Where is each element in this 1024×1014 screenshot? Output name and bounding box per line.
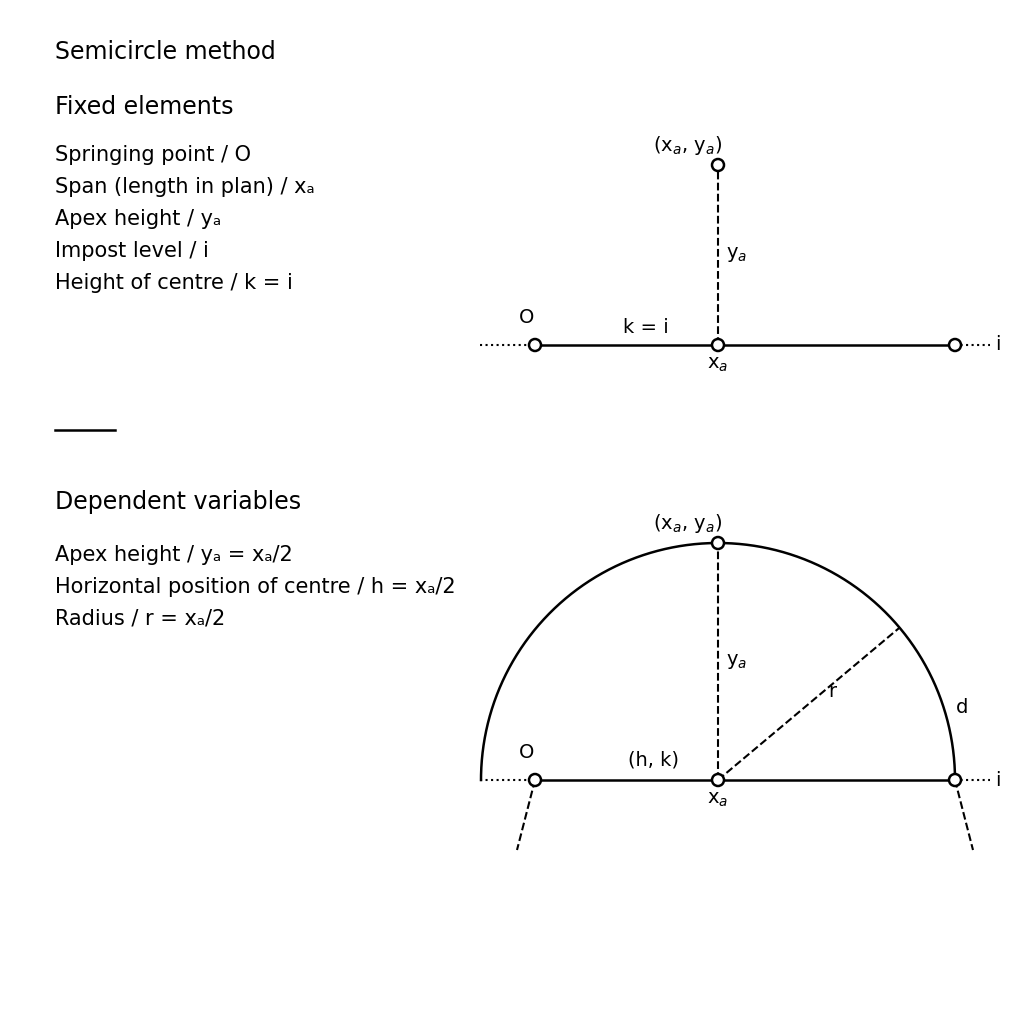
- Text: i: i: [995, 336, 1000, 355]
- Text: y$_a$: y$_a$: [726, 245, 748, 265]
- Circle shape: [529, 339, 541, 351]
- Circle shape: [949, 339, 961, 351]
- Text: (x$_a$, y$_a$): (x$_a$, y$_a$): [653, 134, 722, 157]
- Text: k = i: k = i: [623, 318, 669, 337]
- Text: d: d: [956, 698, 969, 717]
- Text: Radius / r = xₐ/2: Radius / r = xₐ/2: [55, 609, 225, 629]
- Text: y$_a$: y$_a$: [726, 652, 748, 671]
- Text: r: r: [827, 681, 836, 701]
- Circle shape: [712, 537, 724, 549]
- Text: Impost level / i: Impost level / i: [55, 241, 209, 261]
- Text: Semicircle method: Semicircle method: [55, 40, 275, 64]
- Circle shape: [529, 774, 541, 786]
- Circle shape: [712, 159, 724, 171]
- Text: (x$_a$, y$_a$): (x$_a$, y$_a$): [653, 512, 722, 535]
- Circle shape: [712, 339, 724, 351]
- Text: x$_a$: x$_a$: [708, 355, 729, 374]
- Text: O: O: [519, 308, 535, 327]
- Text: Apex height / yₐ = xₐ/2: Apex height / yₐ = xₐ/2: [55, 545, 293, 565]
- Text: Height of centre / k = i: Height of centre / k = i: [55, 273, 293, 293]
- Text: Horizontal position of centre / h = xₐ/2: Horizontal position of centre / h = xₐ/2: [55, 577, 456, 597]
- Text: O: O: [519, 743, 535, 762]
- Text: Springing point / O: Springing point / O: [55, 145, 251, 165]
- Circle shape: [712, 774, 724, 786]
- Circle shape: [949, 774, 961, 786]
- Text: Span (length in plan) / xₐ: Span (length in plan) / xₐ: [55, 177, 314, 197]
- Text: x$_a$: x$_a$: [708, 790, 729, 809]
- Text: Fixed elements: Fixed elements: [55, 95, 233, 119]
- Text: Dependent variables: Dependent variables: [55, 490, 301, 514]
- Text: Apex height / yₐ: Apex height / yₐ: [55, 209, 221, 229]
- Text: i: i: [995, 771, 1000, 790]
- Text: (h, k): (h, k): [628, 751, 679, 770]
